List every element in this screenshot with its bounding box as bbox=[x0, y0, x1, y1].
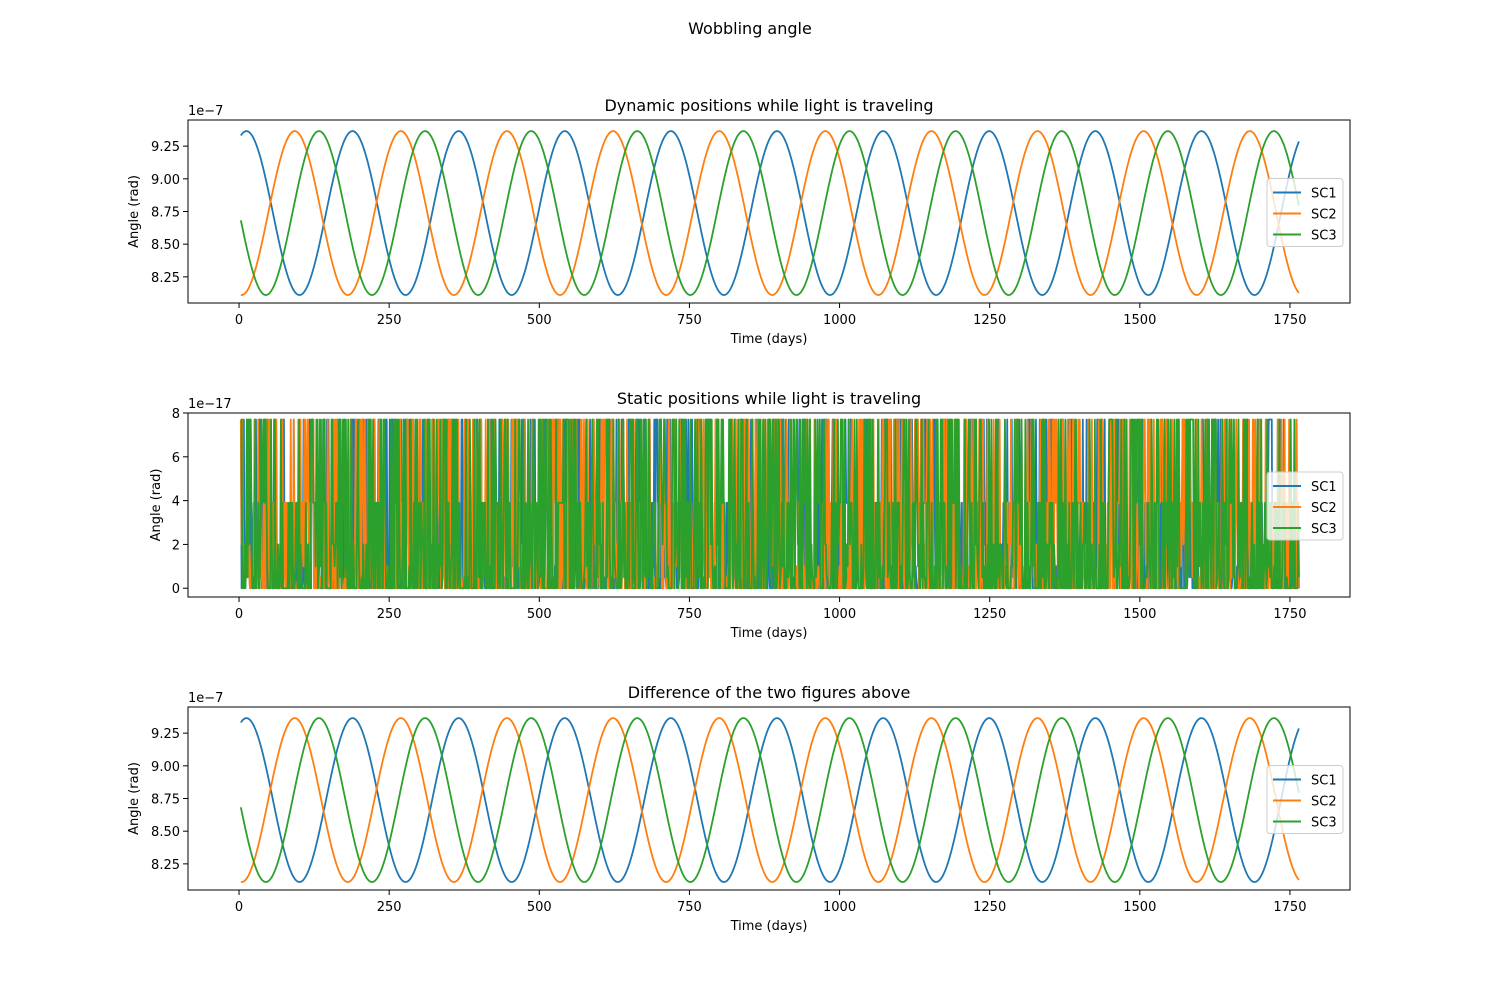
y-offset-label: 1e−7 bbox=[188, 691, 223, 706]
x-tick-label: 1000 bbox=[823, 607, 856, 622]
legend-label: SC1 bbox=[1311, 774, 1337, 789]
legend: SC1 SC2 SC3 bbox=[1266, 765, 1344, 834]
legend-label: SC1 bbox=[1311, 480, 1337, 495]
legend-item-sc2: SC2 bbox=[1273, 501, 1337, 516]
x-tick-label: 250 bbox=[377, 607, 402, 622]
x-tick-label: 1000 bbox=[823, 313, 856, 328]
legend-item-sc3: SC3 bbox=[1273, 816, 1337, 831]
y-tick-label: 6 bbox=[172, 451, 180, 466]
x-axis-label: Time (days) bbox=[730, 626, 808, 641]
y-tick-label: 9.25 bbox=[151, 140, 180, 155]
x-tick-label: 750 bbox=[677, 607, 702, 622]
x-tick-label: 1750 bbox=[1273, 313, 1306, 328]
legend-label: SC2 bbox=[1311, 795, 1337, 810]
x-tick-label: 1250 bbox=[973, 313, 1006, 328]
y-tick-label: 9.00 bbox=[151, 173, 180, 188]
y-tick-label: 8.25 bbox=[151, 858, 180, 873]
axes-frame bbox=[187, 412, 1351, 598]
x-tick-label: 750 bbox=[677, 313, 702, 328]
subplots: Dynamic positions while light is traveli… bbox=[127, 96, 1351, 934]
legend-item-sc1: SC1 bbox=[1273, 187, 1337, 202]
x-tick-label: 1750 bbox=[1273, 607, 1306, 622]
y-tick-label: 8 bbox=[172, 407, 180, 422]
x-tick-label: 0 bbox=[235, 607, 243, 622]
y-tick-label: 8.75 bbox=[151, 793, 180, 808]
series-line-sc3 bbox=[239, 717, 1300, 883]
legend-label: SC3 bbox=[1311, 229, 1337, 244]
series-line-sc1 bbox=[240, 130, 1300, 296]
x-tick-label: 1500 bbox=[1123, 900, 1156, 915]
subplot-title: Difference of the two figures above bbox=[628, 683, 911, 702]
legend-box bbox=[1266, 178, 1344, 247]
legend-label: SC1 bbox=[1311, 187, 1337, 202]
y-axis-label: Angle (rad) bbox=[149, 469, 164, 542]
legend: SC1 SC2 SC3 bbox=[1266, 178, 1344, 247]
series-line-sc3 bbox=[240, 418, 1300, 590]
plot-area bbox=[239, 418, 1300, 590]
legend-label: SC3 bbox=[1311, 522, 1337, 537]
legend-item-sc1: SC1 bbox=[1273, 480, 1337, 495]
subplot-1: Dynamic positions while light is traveli… bbox=[127, 96, 1351, 347]
figure-suptitle: Wobbling angle bbox=[688, 19, 812, 38]
plot-area bbox=[239, 717, 1300, 883]
y-tick-label: 4 bbox=[172, 495, 180, 510]
x-tick-label: 0 bbox=[235, 900, 243, 915]
legend-item-sc2: SC2 bbox=[1273, 208, 1337, 223]
y-tick-label: 2 bbox=[172, 538, 180, 553]
x-tick-label: 500 bbox=[527, 900, 552, 915]
x-tick-label: 500 bbox=[527, 607, 552, 622]
plot-area bbox=[239, 130, 1300, 296]
y-offset-label: 1e−7 bbox=[188, 104, 223, 119]
legend-item-sc1: SC1 bbox=[1273, 774, 1337, 789]
x-tick-label: 1250 bbox=[973, 900, 1006, 915]
legend-label: SC2 bbox=[1311, 501, 1337, 516]
y-tick-label: 8.50 bbox=[151, 238, 180, 253]
legend-label: SC3 bbox=[1311, 816, 1337, 831]
legend-box bbox=[1266, 471, 1344, 541]
x-tick-label: 750 bbox=[677, 900, 702, 915]
y-tick-label: 8.75 bbox=[151, 206, 180, 221]
series-line-sc2 bbox=[240, 717, 1300, 883]
legend-box bbox=[1266, 765, 1344, 834]
x-tick-label: 1500 bbox=[1123, 607, 1156, 622]
subplot-3: Difference of the two figures above 0 250 5… bbox=[127, 683, 1351, 934]
y-tick-label: 8.25 bbox=[151, 271, 180, 286]
x-tick-label: 250 bbox=[377, 313, 402, 328]
subplot-title: Dynamic positions while light is traveli… bbox=[604, 96, 933, 115]
legend-item-sc2: SC2 bbox=[1273, 795, 1337, 810]
y-tick-label: 9.00 bbox=[151, 760, 180, 775]
series-line-sc1 bbox=[240, 717, 1300, 883]
x-axis-label: Time (days) bbox=[730, 919, 808, 934]
x-tick-label: 250 bbox=[377, 900, 402, 915]
series-line-sc2 bbox=[240, 130, 1300, 296]
y-tick-label: 0 bbox=[172, 582, 180, 597]
x-tick-label: 1500 bbox=[1123, 313, 1156, 328]
y-tick-label: 9.25 bbox=[151, 727, 180, 742]
x-tick-label: 1750 bbox=[1273, 900, 1306, 915]
series-line-sc3 bbox=[239, 130, 1300, 296]
legend-item-sc3: SC3 bbox=[1273, 229, 1337, 244]
y-axis-label: Angle (rad) bbox=[127, 175, 142, 248]
x-axis-label: Time (days) bbox=[730, 332, 808, 347]
y-offset-label: 1e−17 bbox=[188, 397, 232, 412]
x-tick-label: 1250 bbox=[973, 607, 1006, 622]
y-axis-label: Angle (rad) bbox=[127, 762, 142, 835]
legend-label: SC2 bbox=[1311, 208, 1337, 223]
y-tick-label: 8.50 bbox=[151, 825, 180, 840]
x-tick-label: 0 bbox=[235, 313, 243, 328]
x-tick-label: 500 bbox=[527, 313, 552, 328]
subplot-2: Static positions while light is travelin… bbox=[149, 389, 1351, 641]
x-tick-label: 1000 bbox=[823, 900, 856, 915]
legend: SC1 SC2 SC3 bbox=[1266, 471, 1344, 541]
legend-item-sc3: SC3 bbox=[1273, 522, 1337, 537]
subplot-title: Static positions while light is travelin… bbox=[617, 389, 921, 408]
